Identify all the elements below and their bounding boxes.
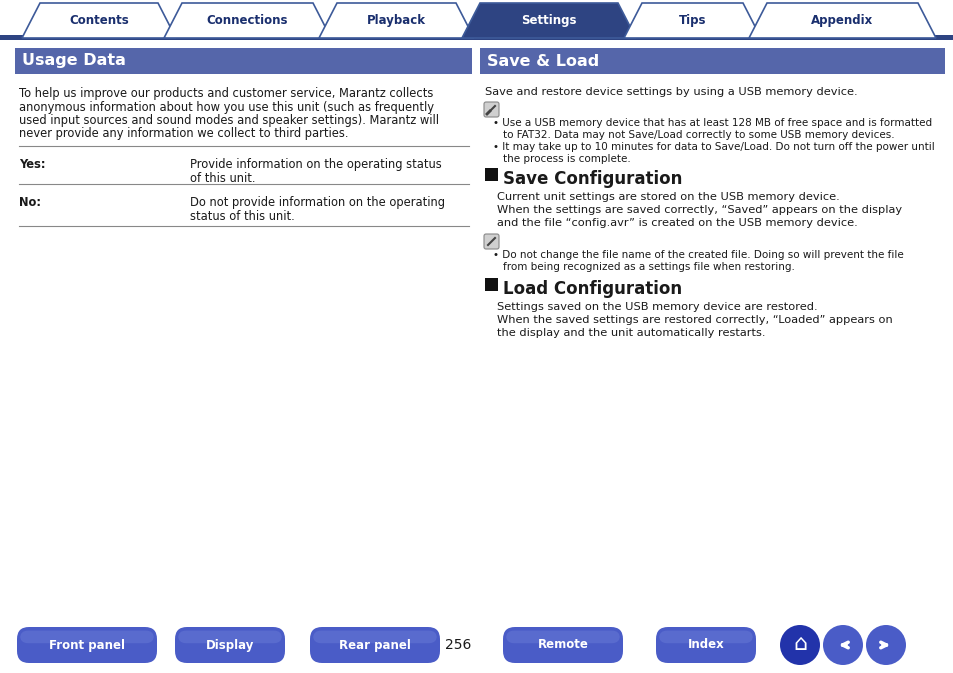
Text: Connections: Connections <box>207 14 288 27</box>
Text: to FAT32. Data may not Save/Load correctly to some USB memory devices.: to FAT32. Data may not Save/Load correct… <box>502 130 894 140</box>
Text: Save Configuration: Save Configuration <box>502 170 681 188</box>
Text: status of this unit.: status of this unit. <box>190 209 294 223</box>
Text: anonymous information about how you use this unit (such as frequently: anonymous information about how you use … <box>19 100 434 114</box>
Text: Tips: Tips <box>678 14 705 27</box>
Text: • Use a USB memory device that has at least 128 MB of free space and is formatte: • Use a USB memory device that has at le… <box>493 118 931 128</box>
Text: To help us improve our products and customer service, Marantz collects: To help us improve our products and cust… <box>19 87 433 100</box>
Text: No:: No: <box>19 196 41 209</box>
Text: Index: Index <box>687 639 723 651</box>
Text: Load Configuration: Load Configuration <box>502 280 681 298</box>
FancyBboxPatch shape <box>502 627 622 663</box>
FancyBboxPatch shape <box>483 102 498 117</box>
Text: Save and restore device settings by using a USB memory device.: Save and restore device settings by usin… <box>484 87 857 97</box>
Text: Settings saved on the USB memory device are restored.: Settings saved on the USB memory device … <box>497 302 817 312</box>
Text: ⌂: ⌂ <box>792 634 806 654</box>
Text: Rear panel: Rear panel <box>338 639 411 651</box>
Text: Save & Load: Save & Load <box>486 53 598 69</box>
Bar <box>484 278 497 291</box>
FancyBboxPatch shape <box>20 631 153 643</box>
Circle shape <box>822 625 862 665</box>
Polygon shape <box>461 3 636 38</box>
Text: When the saved settings are restored correctly, “Loaded” appears on: When the saved settings are restored cor… <box>497 315 892 325</box>
Text: Display: Display <box>206 639 253 651</box>
Text: 256: 256 <box>444 638 471 652</box>
Bar <box>15 48 472 74</box>
Polygon shape <box>623 3 760 38</box>
Polygon shape <box>318 3 474 38</box>
Text: Do not provide information on the operating: Do not provide information on the operat… <box>190 196 444 209</box>
FancyBboxPatch shape <box>505 631 619 643</box>
Circle shape <box>865 625 905 665</box>
FancyBboxPatch shape <box>178 631 282 643</box>
FancyBboxPatch shape <box>310 627 439 663</box>
Bar <box>0 35 953 40</box>
Text: • It may take up to 10 minutes for data to Save/Load. Do not turn off the power : • It may take up to 10 minutes for data … <box>493 142 934 152</box>
FancyBboxPatch shape <box>483 234 498 249</box>
Text: the process is complete.: the process is complete. <box>502 154 630 164</box>
Text: Remote: Remote <box>537 639 588 651</box>
Text: used input sources and sound modes and speaker settings). Marantz will: used input sources and sound modes and s… <box>19 114 438 127</box>
Polygon shape <box>22 3 175 38</box>
Text: of this unit.: of this unit. <box>190 172 255 184</box>
Circle shape <box>780 625 820 665</box>
Text: When the settings are saved correctly, “Saved” appears on the display: When the settings are saved correctly, “… <box>497 205 902 215</box>
Text: Yes:: Yes: <box>19 158 46 171</box>
Bar <box>484 168 497 181</box>
Text: Appendix: Appendix <box>810 14 873 27</box>
Text: Contents: Contents <box>69 14 129 27</box>
Bar <box>479 48 944 74</box>
Text: and the file “config.avr” is created on the USB memory device.: and the file “config.avr” is created on … <box>497 218 857 228</box>
Text: Provide information on the operating status: Provide information on the operating sta… <box>190 158 441 171</box>
Text: the display and the unit automatically restarts.: the display and the unit automatically r… <box>497 328 764 338</box>
Text: Settings: Settings <box>520 14 577 27</box>
Text: never provide any information we collect to third parties.: never provide any information we collect… <box>19 127 348 141</box>
FancyBboxPatch shape <box>659 631 752 643</box>
Text: Playback: Playback <box>367 14 426 27</box>
FancyBboxPatch shape <box>656 627 755 663</box>
Text: Current unit settings are stored on the USB memory device.: Current unit settings are stored on the … <box>497 192 839 202</box>
Text: Front panel: Front panel <box>49 639 125 651</box>
FancyBboxPatch shape <box>17 627 157 663</box>
FancyBboxPatch shape <box>313 631 436 643</box>
FancyBboxPatch shape <box>174 627 285 663</box>
Text: • Do not change the file name of the created file. Doing so will prevent the fil: • Do not change the file name of the cre… <box>493 250 902 260</box>
Text: from being recognized as a settings file when restoring.: from being recognized as a settings file… <box>502 262 794 272</box>
Text: Usage Data: Usage Data <box>22 53 126 69</box>
Polygon shape <box>748 3 935 38</box>
Polygon shape <box>164 3 331 38</box>
